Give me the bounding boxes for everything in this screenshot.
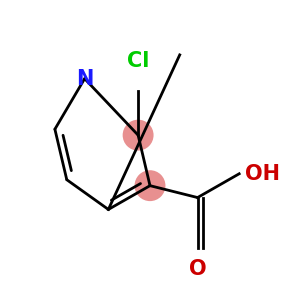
Text: N: N (76, 69, 93, 89)
Text: O: O (189, 259, 206, 279)
Text: OH: OH (245, 164, 280, 184)
Circle shape (134, 170, 166, 201)
Text: Cl: Cl (127, 51, 149, 71)
Circle shape (123, 120, 154, 151)
